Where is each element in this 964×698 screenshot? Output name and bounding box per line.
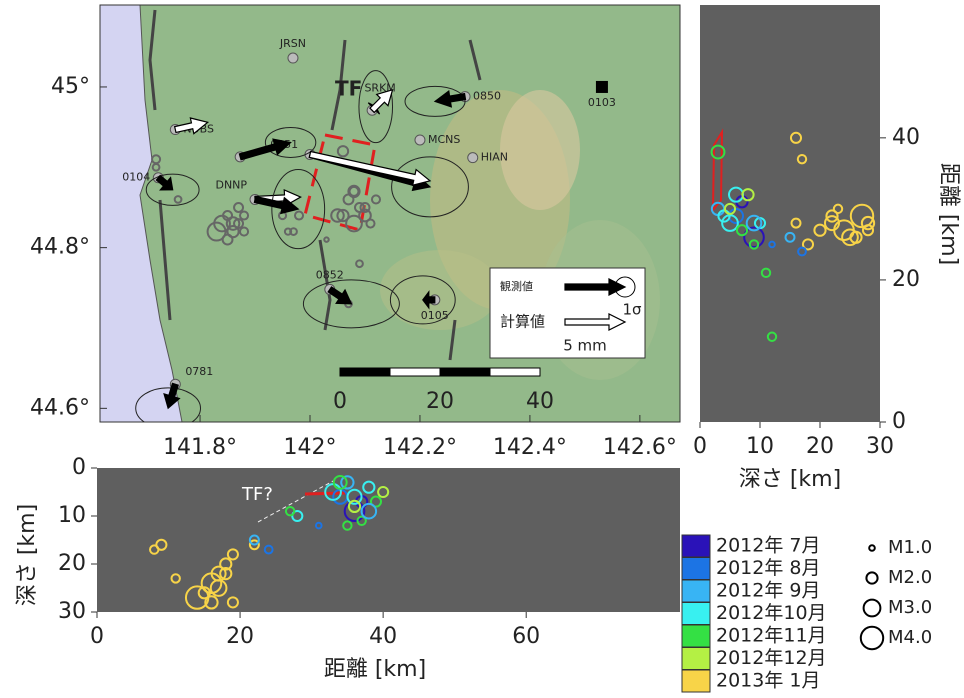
annotation: TF? xyxy=(241,484,273,505)
y-tick-label: 30 xyxy=(58,599,86,624)
x-tick-label: 142.2° xyxy=(383,435,457,460)
y-tick-label: 40 xyxy=(892,125,920,150)
station-label: 0852 xyxy=(316,268,344,281)
y-tick-label: 0 xyxy=(892,409,906,434)
magnitude-label: M1.0 xyxy=(888,537,932,558)
magnitude-key xyxy=(869,545,875,551)
y-tick-label: 0 xyxy=(72,455,86,480)
period-swatch xyxy=(682,670,710,692)
x-tick-label: 0 xyxy=(90,624,104,649)
scalebar-label: 20 xyxy=(426,389,454,414)
station-label: HIAN xyxy=(481,151,508,164)
magnitude-label: M4.0 xyxy=(888,627,932,648)
scalebar-segment xyxy=(390,368,440,376)
station-label: 0104 xyxy=(122,171,150,184)
station xyxy=(596,81,608,93)
period-label: 2012年10月 xyxy=(716,602,827,624)
station-label: 0105 xyxy=(421,309,449,322)
magnitude-label: M3.0 xyxy=(888,597,932,618)
y-tick-label: 45° xyxy=(51,74,90,99)
station-label: JRSN xyxy=(279,37,306,50)
y-tick-label: 44.8° xyxy=(30,235,90,260)
period-label: 2012年 9月 xyxy=(716,580,820,602)
station-label: 0103 xyxy=(588,96,616,109)
period-swatch xyxy=(682,580,710,602)
scalebar-segment xyxy=(340,368,390,376)
figure: TF TF? 141.8° 142° 142.2° 142.4° 142.6° 44.6°… xyxy=(0,0,964,698)
y-tick-label: 20 xyxy=(892,267,920,292)
scalebar-label: 40 xyxy=(526,389,554,414)
x-tick-label: 142.6° xyxy=(603,435,677,460)
magnitude-key xyxy=(864,600,881,617)
legend-sigma-label: 1σ xyxy=(622,301,642,319)
map-background xyxy=(100,5,680,422)
station xyxy=(288,53,298,63)
legend-obs: 観測値 xyxy=(500,279,533,293)
y-tick-label: 20 xyxy=(58,551,86,576)
x-axis-label: 距離 [km] xyxy=(324,657,426,682)
fault-label: TF xyxy=(335,77,362,101)
station-label: DNNP xyxy=(215,178,247,191)
x-axis-label: 深さ [km] xyxy=(739,467,841,492)
x-tick-label: 40 xyxy=(369,624,397,649)
period-swatch xyxy=(682,625,710,647)
magnitude-key xyxy=(861,627,883,649)
x-tick-label: 0 xyxy=(693,434,707,459)
period-label: 2012年12月 xyxy=(716,647,827,669)
station xyxy=(468,153,478,163)
period-swatch xyxy=(682,648,710,670)
y-tick-label: 44.6° xyxy=(30,395,90,420)
x-tick-label: 20 xyxy=(806,434,834,459)
legend-scale: 5 mm xyxy=(563,337,607,355)
y-axis-label: 距離 [km] xyxy=(936,163,961,265)
station-label: 0781 xyxy=(185,365,213,378)
period-swatch xyxy=(682,558,710,580)
station-label: 0850 xyxy=(473,90,501,103)
scalebar-segment xyxy=(440,368,490,376)
x-tick-label: 10 xyxy=(746,434,774,459)
x-tick-label: 142° xyxy=(284,435,337,460)
scalebar-label: 0 xyxy=(333,389,347,414)
period-label: 2013年 1月 xyxy=(716,670,820,692)
period-swatch xyxy=(682,603,710,625)
magnitude-key xyxy=(866,572,877,583)
x-tick-label: 30 xyxy=(866,434,894,459)
period-swatch xyxy=(682,535,710,557)
x-tick-label: 141.8° xyxy=(163,435,237,460)
period-label: 2012年11月 xyxy=(716,625,827,647)
station xyxy=(415,135,425,145)
x-tick-label: 142.4° xyxy=(493,435,567,460)
magnitude-label: M2.0 xyxy=(888,567,932,588)
scalebar-segment xyxy=(490,368,540,376)
period-label: 2012年 8月 xyxy=(716,557,820,579)
x-tick-label: 20 xyxy=(226,624,254,649)
legend-calc: 計算値 xyxy=(500,313,545,331)
station-label: MCNS xyxy=(428,133,460,146)
y-axis-label: 深さ [km] xyxy=(15,504,40,606)
y-tick-label: 10 xyxy=(58,503,86,528)
x-tick-label: 60 xyxy=(512,624,540,649)
period-label: 2012年 7月 xyxy=(716,535,820,557)
